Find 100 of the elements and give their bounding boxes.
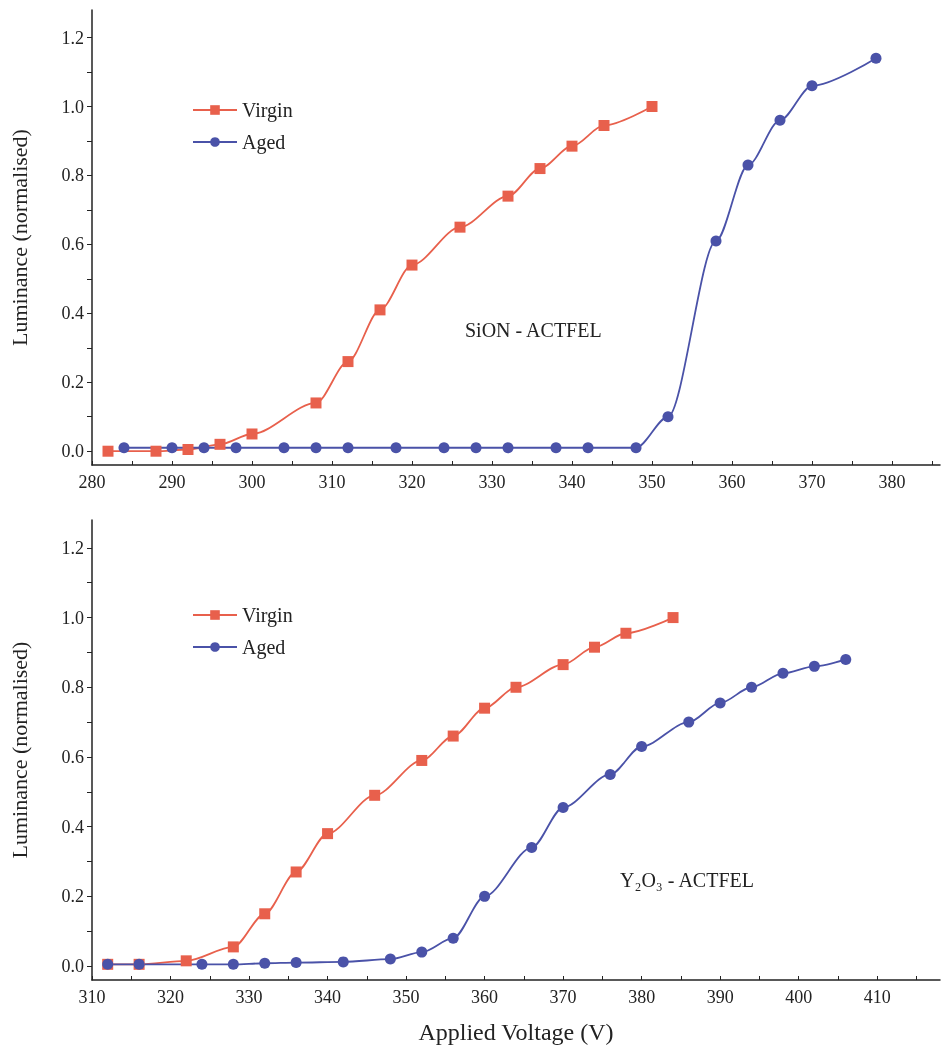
point	[646, 101, 658, 113]
point	[406, 259, 418, 271]
point	[310, 442, 322, 454]
x-tick-label: 310	[78, 987, 106, 1007]
point	[662, 411, 674, 423]
point	[470, 442, 482, 454]
y-tick-label: 1.2	[61, 27, 84, 48]
point	[604, 768, 616, 780]
y-tick-label: 0.8	[61, 165, 84, 186]
point	[454, 221, 466, 233]
point	[416, 946, 428, 958]
point	[746, 681, 758, 693]
legend-label: Aged	[242, 636, 286, 659]
point	[259, 908, 271, 920]
y-tick-label: 0.2	[61, 886, 84, 907]
y-tick-label: 0.0	[61, 956, 84, 977]
x-tick-label: 380	[628, 987, 656, 1007]
point	[259, 957, 271, 969]
point	[550, 442, 562, 454]
legend-label: Aged	[242, 131, 286, 154]
x-tick-label: 330	[478, 472, 506, 492]
x-tick-label: 390	[706, 987, 734, 1007]
y-tick-label: 0.4	[61, 303, 84, 324]
point	[840, 653, 852, 665]
x-tick-label: 320	[157, 987, 185, 1007]
point	[479, 702, 491, 714]
point	[502, 442, 514, 454]
y-tick-label: 0.2	[61, 372, 84, 393]
point	[667, 612, 679, 624]
point	[102, 445, 114, 457]
point	[150, 445, 162, 457]
point	[166, 442, 178, 454]
point	[342, 356, 354, 368]
x-tick-label: 320	[398, 472, 426, 492]
point	[447, 730, 459, 742]
point	[636, 741, 648, 753]
point	[290, 866, 302, 878]
annotation: Y₂O₃ - ACTFEL	[620, 869, 754, 891]
y-axis-title: Luminance (normalised)	[6, 129, 32, 346]
point	[557, 659, 569, 671]
point	[870, 52, 882, 64]
x-tick-label: 310	[318, 472, 346, 492]
x-tick-label: 380	[878, 472, 906, 492]
point	[447, 932, 459, 944]
point	[230, 442, 242, 454]
point	[438, 442, 450, 454]
point	[290, 957, 302, 969]
point	[416, 754, 428, 766]
point	[683, 716, 695, 728]
point	[369, 789, 381, 801]
point	[322, 828, 334, 840]
x-tick-label: 340	[558, 472, 586, 492]
x-tick-label: 400	[785, 987, 813, 1007]
x-axis-title: Applied Voltage (V)	[418, 1019, 614, 1045]
y-tick-label: 0.6	[61, 746, 84, 767]
point	[774, 114, 786, 126]
x-tick-label: 360	[471, 987, 499, 1007]
point	[806, 80, 818, 92]
point	[180, 955, 192, 967]
point	[479, 890, 491, 902]
y-tick-label: 0.8	[61, 677, 84, 698]
point	[808, 660, 820, 672]
y-axis-title: Luminance (normalised)	[6, 641, 32, 859]
point	[566, 140, 578, 152]
point	[310, 397, 322, 409]
point	[742, 159, 754, 171]
point	[598, 119, 610, 131]
x-tick-label: 350	[638, 472, 666, 492]
point	[390, 442, 402, 454]
point	[196, 958, 208, 970]
point	[510, 681, 522, 693]
point	[582, 442, 594, 454]
x-tick-label: 340	[314, 987, 342, 1007]
point	[227, 958, 239, 970]
point	[342, 442, 354, 454]
x-tick-label: 290	[158, 472, 186, 492]
y-tick-label: 0.0	[61, 441, 84, 462]
point	[337, 956, 349, 968]
legend-label: Virgin	[242, 604, 293, 627]
x-tick-label: 280	[78, 472, 106, 492]
point	[534, 163, 546, 175]
point	[384, 953, 396, 965]
y-tick-label: 1.0	[61, 96, 84, 117]
point	[118, 442, 130, 454]
point	[502, 190, 514, 202]
y-tick-label: 1.2	[61, 537, 84, 558]
point	[710, 235, 722, 247]
x-tick-label: 410	[863, 987, 891, 1007]
annotation: SiON - ACTFEL	[465, 319, 602, 341]
x-tick-label: 330	[235, 987, 263, 1007]
x-tick-label: 300	[238, 472, 266, 492]
point	[589, 641, 601, 653]
point	[182, 443, 194, 455]
point	[246, 428, 258, 440]
x-tick-label: 370	[549, 987, 577, 1007]
point	[557, 802, 569, 813]
legend-label: Virgin	[242, 99, 293, 122]
point	[214, 438, 226, 450]
x-tick-label: 360	[718, 472, 746, 492]
point	[620, 627, 632, 639]
